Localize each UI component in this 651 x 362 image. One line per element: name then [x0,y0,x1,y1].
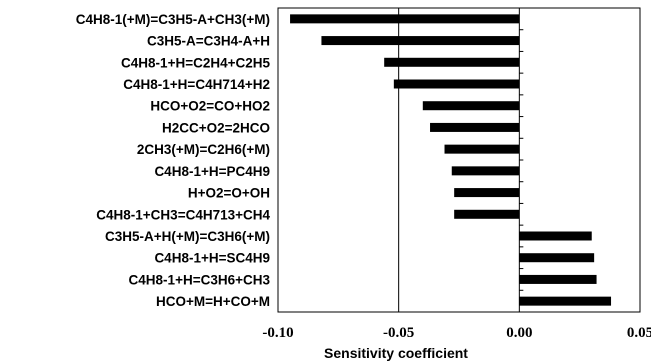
category-label: C4H8-1+CH3=C4H713+CH4 [96,207,270,222]
category-label: HCO+M=H+CO+M [156,294,270,309]
bar [451,166,520,176]
category-label: C4H8-1+H=C4H714+H2 [123,77,270,92]
bar [519,296,612,306]
x-tick-label: 0.05 [627,325,651,341]
category-label: C4H8-1+H=C2H4+C2H5 [121,55,270,70]
category-label: 2CH3(+M)=C2H6(+M) [137,142,270,157]
x-tick-label: -0.10 [262,325,293,341]
bar [519,231,592,241]
bar [422,101,520,111]
bar [290,14,520,24]
bar [384,57,520,67]
bar [430,122,520,132]
category-label: H2CC+O2=2HCO [162,120,270,135]
bar [454,188,520,198]
category-label: C3H5-A+H(+M)=C3H6(+M) [105,229,270,244]
x-axis-title: Sensitivity coefficient [324,345,468,361]
category-label: HCO+O2=CO+HO2 [150,99,270,114]
plot-area-frame [277,7,641,313]
bar [454,209,520,219]
category-label: C4H8-1+H=C3H6+CH3 [129,272,271,287]
category-label: C4H8-1(+M)=C3H5-A+CH3(+M) [76,12,270,27]
x-tick-label: 0.00 [506,325,532,341]
category-label: C4H8-1+H=SC4H9 [154,251,270,266]
x-tick-label: -0.05 [383,325,414,341]
bar [393,79,520,89]
bar [519,253,595,263]
bar [519,274,597,284]
bar [444,144,520,154]
category-label: C4H8-1+H=PC4H9 [154,164,270,179]
bar [321,36,520,46]
category-label: C3H5-A=C3H4-A+H [147,34,270,49]
category-label: H+O2=O+OH [188,186,270,201]
